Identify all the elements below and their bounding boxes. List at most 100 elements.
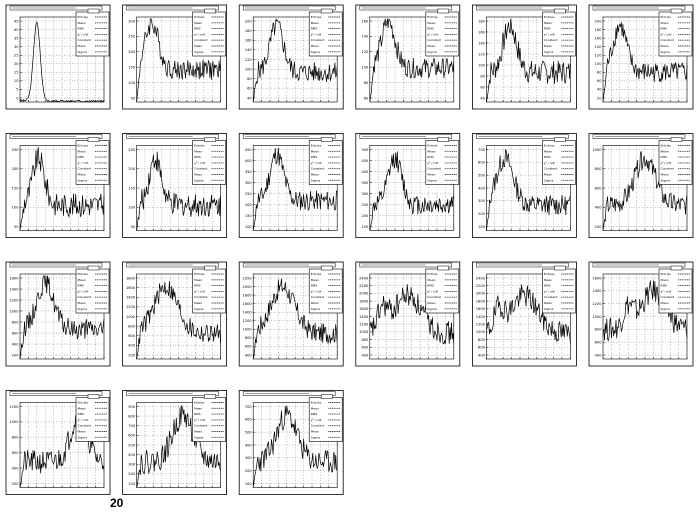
y-tick-label: 160 <box>478 30 486 34</box>
y-tick-label: 50 <box>14 225 19 229</box>
stats-box-tab <box>320 394 333 399</box>
stats-label: Mean <box>311 430 319 434</box>
y-tick-label: 1400 <box>243 311 253 315</box>
y-tick-label: 1200 <box>359 323 369 327</box>
histogram-trace <box>136 280 221 360</box>
y-tick-label: 1000 <box>476 330 486 334</box>
stats-box <box>192 397 226 442</box>
histogram-panel: 1800 1600 1400 1200 1000 800 600 400 200 Entries M… <box>122 261 227 367</box>
histogram-trace <box>486 284 571 344</box>
y-tick-label: 1200 <box>9 405 19 409</box>
y-tick-label: 600 <box>128 334 136 338</box>
y-tick-label: 350 <box>245 170 253 174</box>
y-tick-label: 250 <box>361 203 369 207</box>
stats-label: Entries <box>311 15 322 19</box>
stats-label: Constant <box>311 167 325 171</box>
y-tick-label: 250 <box>128 35 136 39</box>
stats-label: Sigma <box>78 178 88 182</box>
stats-label: Sigma <box>78 307 88 311</box>
y-tick-label: 200 <box>128 167 136 171</box>
y-tick-label: 60 <box>597 79 602 83</box>
y-tick-label: 1200 <box>126 305 136 309</box>
stats-label: χ² / ndf <box>661 161 673 165</box>
y-tick-label: 1200 <box>243 319 253 323</box>
histogram-panel: 900800700600500400300200100EntriesMeanRM… <box>122 390 227 495</box>
stats-label: Mean <box>544 301 552 305</box>
y-tick-label: 160 <box>361 19 369 23</box>
y-tick-label: 1600 <box>243 302 253 306</box>
y-tick-label: 160 <box>595 36 603 40</box>
stats-box-tab <box>554 8 566 14</box>
y-tick-label: 600 <box>128 434 136 438</box>
stats-label: Mean <box>78 406 86 410</box>
stats-label: Entries <box>78 15 89 19</box>
stats-label: Mean <box>311 278 319 282</box>
stats-label: Mean <box>194 173 202 177</box>
stats-label: Constant <box>661 167 675 171</box>
stats-label: Sigma <box>427 178 437 182</box>
stats-label: RMS <box>194 27 201 31</box>
stats-label: RMS <box>311 27 318 31</box>
y-tick-label: 300 <box>361 192 369 196</box>
stats-label: Entries <box>427 15 438 19</box>
stats-label: Constant <box>78 167 92 171</box>
y-tick-label: 400 <box>12 466 20 470</box>
y-tick-label: 60 <box>480 85 485 89</box>
y-tick-label: 40 <box>480 96 485 100</box>
y-tick-label: 1600 <box>126 286 136 290</box>
stats-label: RMS <box>311 284 318 288</box>
y-tick-label: 1400 <box>126 296 136 300</box>
stats-label: Sigma <box>311 435 321 439</box>
y-tick-label: 100 <box>478 225 486 229</box>
y-tick-label: 600 <box>595 186 603 190</box>
y-tick-label: 1000 <box>359 330 369 334</box>
stats-label: Entries <box>194 15 205 19</box>
stats-box <box>75 397 110 442</box>
stats-label: RMS <box>661 284 668 288</box>
y-tick-label: 35 <box>14 36 19 40</box>
stats-box-tab <box>670 8 683 14</box>
y-tick-label: 800 <box>245 336 253 340</box>
stats-label: Sigma <box>311 307 321 311</box>
y-tick-label: 10 <box>14 79 19 83</box>
y-tick-label: 80 <box>364 81 369 85</box>
y-tick-label: 600 <box>245 418 253 422</box>
y-tick-label: 1800 <box>126 276 136 280</box>
y-tick-label: 1000 <box>9 420 19 424</box>
y-tick-label: 300 <box>478 199 486 203</box>
stats-label: Entries <box>427 144 438 148</box>
stats-label: RMS <box>78 155 85 159</box>
stats-label: Sigma <box>78 50 88 54</box>
y-tick-label: 5 <box>16 88 18 92</box>
stats-label: Mean <box>78 430 86 434</box>
stats-label: RMS <box>311 155 318 159</box>
y-tick-label: 100 <box>245 225 253 229</box>
stats-label: Mean <box>427 301 435 305</box>
y-tick-label: 20 <box>597 96 602 100</box>
stats-label: RMS <box>427 284 434 288</box>
y-tick-label: 80 <box>480 74 485 78</box>
y-tick-label: 400 <box>245 443 253 447</box>
y-tick-label: 300 <box>245 456 253 460</box>
stats-label: Sigma <box>311 50 321 54</box>
stats-label: Sigma <box>194 307 204 311</box>
stats-label: RMS <box>661 155 668 159</box>
stats-label: Constant <box>661 295 675 299</box>
y-tick-label: 800 <box>478 338 486 342</box>
y-tick-label: 1400 <box>476 315 486 319</box>
stats-box <box>308 268 343 314</box>
histogram-trace <box>136 151 221 231</box>
histogram-trace <box>19 275 105 360</box>
histogram-trace <box>19 21 105 103</box>
stats-label: χ² / ndf <box>78 161 90 165</box>
y-tick-label: 1400 <box>359 315 369 319</box>
stats-label: Constant <box>427 295 441 299</box>
y-tick-label: 200 <box>595 225 603 229</box>
stats-label: χ² / ndf <box>311 289 323 293</box>
stats-box-tab <box>204 8 216 14</box>
stats-box <box>658 268 693 314</box>
y-tick-label: 700 <box>478 148 486 152</box>
stats-label: Mean <box>427 21 435 25</box>
stats-label: Entries <box>427 272 438 276</box>
